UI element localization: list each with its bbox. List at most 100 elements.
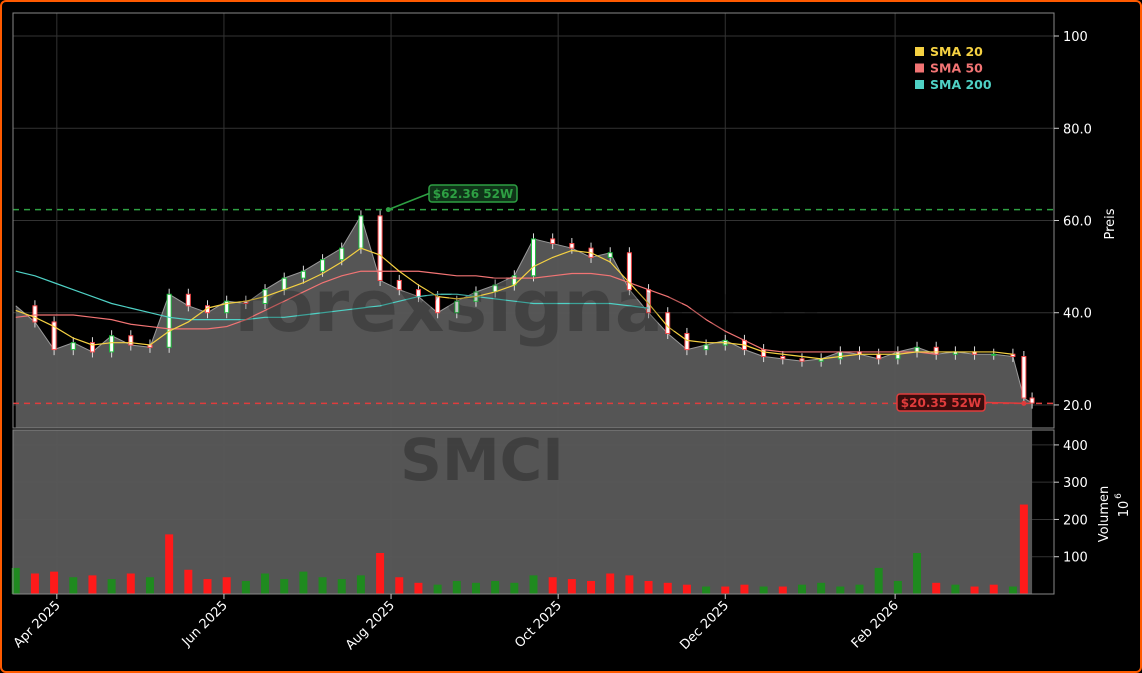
volume-tick-label: 100	[1063, 551, 1088, 566]
candle-body	[761, 349, 767, 358]
low-52w-arrow	[984, 401, 1024, 405]
volume-bar	[951, 584, 960, 594]
volume-bar	[222, 577, 231, 594]
volume-bar	[30, 573, 39, 594]
candle-body	[799, 358, 805, 362]
volume-bar	[88, 575, 97, 594]
volume-bar	[606, 573, 615, 594]
candle-body	[703, 344, 709, 351]
volume-bar	[970, 586, 979, 594]
candle-body	[1029, 397, 1035, 404]
legend-swatch-sma-50	[915, 63, 924, 73]
volume-bar	[414, 582, 423, 594]
volume-bar	[376, 553, 385, 594]
volume-bar	[107, 579, 116, 594]
volume-tick-label: 200	[1063, 513, 1088, 528]
volume-bar	[452, 580, 461, 594]
price-tick-label: 60.0	[1063, 215, 1092, 230]
candle-body	[895, 351, 901, 360]
candle-body	[51, 321, 57, 351]
candle-body	[128, 335, 134, 346]
candle-body	[531, 238, 536, 277]
volume-bar	[11, 567, 20, 594]
candle-body	[396, 279, 402, 291]
high-52w-label: $62.36 52W	[433, 187, 513, 201]
volume-tick-label: 300	[1063, 476, 1088, 491]
volume-bar	[145, 577, 154, 594]
volume-bar	[932, 582, 941, 594]
volume-bar	[184, 569, 193, 594]
candle-body	[876, 353, 882, 360]
legend-label-sma-20: SMA 20	[930, 44, 983, 59]
volume-bar	[356, 575, 365, 594]
candle-body	[32, 305, 38, 323]
volume-axis-label: Volumen	[1097, 486, 1112, 543]
volume-bar	[913, 553, 922, 594]
candle-body	[300, 270, 306, 279]
volume-bar	[721, 586, 730, 594]
candle-body	[1021, 356, 1027, 399]
high-52w-arrowhead	[385, 207, 391, 213]
volume-bar	[1008, 586, 1017, 594]
volume-bar	[836, 586, 845, 594]
volume-bar	[261, 573, 270, 594]
x-tick-label: Aug 2025	[343, 598, 398, 653]
site-watermark: forexsignale.tr	[233, 264, 835, 348]
candle-body	[550, 238, 556, 245]
volume-bar	[529, 575, 538, 594]
price-tick-label: 40.0	[1063, 307, 1092, 322]
candle-body	[339, 247, 345, 261]
volume-bar	[433, 584, 442, 594]
price-tick-label: 80.0	[1063, 122, 1092, 137]
volume-unit-base: 10	[1117, 501, 1132, 518]
candle-body	[780, 356, 786, 360]
low-52w-arrowhead	[1021, 400, 1027, 406]
high-52w-badge	[428, 184, 518, 203]
candle-body	[569, 243, 575, 249]
volume-bar	[855, 584, 864, 594]
volume-bar	[318, 577, 327, 594]
price-tick-label: 100	[1063, 30, 1088, 45]
volume-bar	[299, 571, 308, 594]
candle-body	[70, 342, 76, 351]
legend-swatch-sma-200	[915, 80, 924, 89]
volume-bar	[625, 575, 634, 594]
candle-body	[185, 293, 191, 307]
volume-bar	[893, 580, 902, 594]
low-52w-badge	[896, 393, 986, 412]
candle-body	[320, 259, 326, 272]
volume-bar	[548, 577, 557, 594]
volume-unit-exponent: 6	[1114, 493, 1124, 499]
candle-body	[607, 252, 613, 258]
volume-bar	[587, 580, 596, 594]
candle-body	[914, 346, 920, 353]
sma200-line	[15, 270, 649, 321]
candle-body	[454, 300, 460, 314]
low-52w-label: $20.35 52W	[901, 396, 981, 410]
ticker-watermark: SMCI	[400, 426, 564, 494]
volume-tick-label: 400	[1063, 439, 1088, 454]
volume-bar	[663, 582, 672, 594]
volume-bar	[682, 584, 691, 594]
volume-bar	[280, 579, 289, 594]
sma20-line	[15, 247, 1013, 360]
volume-bar	[203, 579, 212, 594]
candle-body	[89, 342, 95, 353]
candle-body	[684, 332, 690, 351]
candle-body	[626, 252, 632, 291]
sma50-line	[15, 270, 937, 355]
volume-bar	[241, 580, 250, 594]
volume-bar	[702, 586, 711, 594]
candle-body	[933, 346, 939, 355]
legend-label-sma-50: SMA 50	[930, 61, 983, 76]
volume-bar	[165, 534, 174, 594]
x-tick-label: Jun 2025	[179, 598, 231, 650]
volume-bar	[644, 580, 653, 594]
candle-body	[837, 351, 843, 360]
x-tick-label: Feb 2026	[849, 598, 902, 651]
volume-bar	[817, 582, 826, 594]
price-tick-label: 20.0	[1063, 399, 1092, 414]
price-area	[15, 215, 1033, 428]
x-tick-label: Oct 2025	[512, 598, 565, 651]
